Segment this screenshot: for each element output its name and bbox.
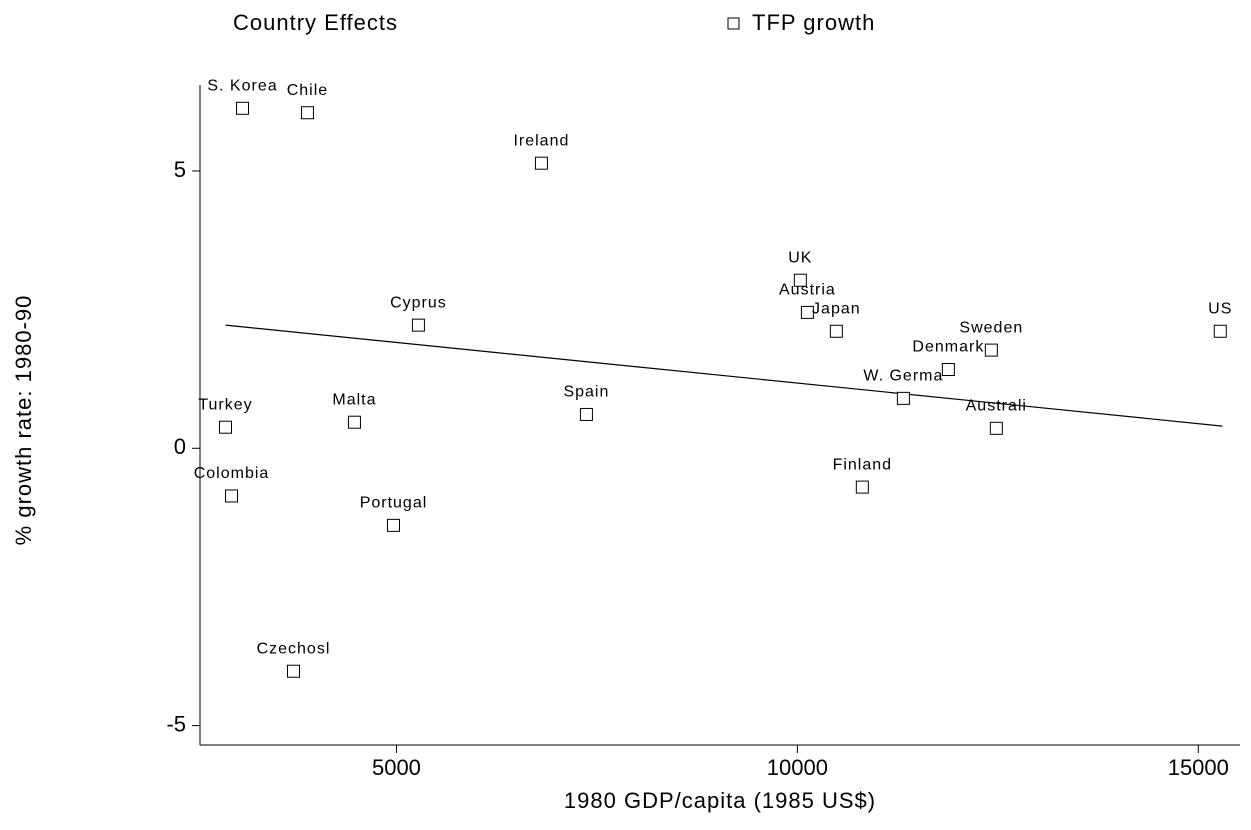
- point-label: UK: [788, 249, 812, 266]
- point-label: Japan: [812, 300, 861, 317]
- marker: [347, 415, 361, 429]
- marker: [218, 420, 232, 434]
- point-label: Denmark: [912, 339, 984, 356]
- point-label: W. Germa: [863, 368, 943, 385]
- marker: [286, 664, 300, 678]
- y-tick-label: -5: [166, 711, 186, 736]
- point-label: Malta: [332, 391, 376, 408]
- x-tick-label: 5000: [372, 755, 421, 780]
- marker: [941, 363, 955, 377]
- marker: [225, 489, 239, 503]
- marker: [534, 156, 548, 170]
- fit-line: [225, 324, 1223, 427]
- chart-title: Country Effects: [233, 10, 398, 35]
- marker: [989, 421, 1003, 435]
- point-label: Finland: [833, 456, 892, 473]
- point-label: S. Korea: [207, 78, 277, 95]
- legend-label: TFP growth: [752, 10, 875, 35]
- x-tick-label: 15000: [1168, 755, 1229, 780]
- point-label: Austria: [779, 282, 836, 299]
- marker: [896, 391, 910, 405]
- marker: [829, 324, 843, 338]
- legend-symbol: [727, 17, 740, 30]
- marker: [855, 480, 869, 494]
- marker: [984, 343, 998, 357]
- point-label: Turkey: [198, 396, 252, 413]
- point-label: Cyprus: [390, 294, 447, 311]
- marker: [235, 101, 249, 115]
- marker: [300, 106, 314, 120]
- point-label: Colombia: [194, 465, 270, 482]
- marker: [386, 518, 400, 532]
- point-label: Sweden: [959, 319, 1023, 336]
- y-tick-label: 0: [174, 434, 186, 459]
- point-label: Australi: [966, 398, 1027, 415]
- marker: [1213, 324, 1227, 338]
- y-axis-label: % growth rate: 1980-90: [11, 295, 36, 546]
- point-label: US: [1208, 300, 1232, 317]
- point-label: Czechosl: [257, 640, 331, 657]
- y-tick-label: 5: [174, 157, 186, 182]
- point-label: Spain: [563, 384, 609, 401]
- point-label: Chile: [287, 82, 328, 99]
- marker: [411, 318, 425, 332]
- x-axis-label: 1980 GDP/capita (1985 US$): [564, 788, 876, 813]
- x-tick-label: 10000: [767, 755, 828, 780]
- point-label: Ireland: [513, 132, 569, 149]
- marker: [800, 305, 814, 319]
- marker: [579, 407, 593, 421]
- marker: [793, 273, 807, 287]
- point-label: Portugal: [360, 495, 428, 512]
